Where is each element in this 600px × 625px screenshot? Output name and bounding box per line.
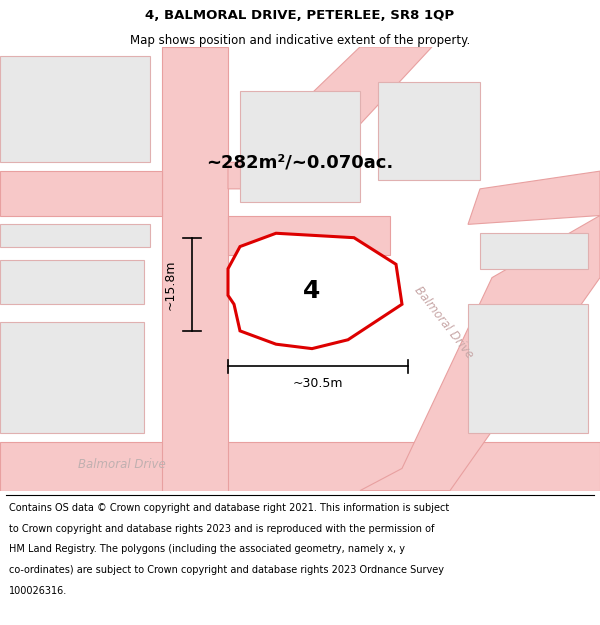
Text: ~30.5m: ~30.5m: [293, 378, 343, 391]
Text: Balmoral Drive: Balmoral Drive: [412, 283, 476, 361]
Polygon shape: [0, 322, 144, 433]
Text: ~282m²/~0.070ac.: ~282m²/~0.070ac.: [206, 153, 394, 171]
Polygon shape: [228, 47, 432, 189]
Text: 4, BALMORAL DRIVE, PETERLEE, SR8 1QP: 4, BALMORAL DRIVE, PETERLEE, SR8 1QP: [145, 9, 455, 22]
Polygon shape: [0, 224, 150, 246]
Polygon shape: [0, 171, 162, 216]
Text: ~15.8m: ~15.8m: [164, 259, 177, 309]
Polygon shape: [378, 82, 480, 180]
Text: Map shows position and indicative extent of the property.: Map shows position and indicative extent…: [130, 34, 470, 47]
Text: 100026316.: 100026316.: [9, 586, 67, 596]
Text: Contains OS data © Crown copyright and database right 2021. This information is : Contains OS data © Crown copyright and d…: [9, 503, 449, 512]
Polygon shape: [468, 171, 600, 224]
Polygon shape: [360, 216, 600, 491]
Polygon shape: [228, 233, 402, 349]
Polygon shape: [468, 304, 588, 433]
Polygon shape: [0, 442, 600, 491]
Polygon shape: [162, 47, 228, 491]
Text: to Crown copyright and database rights 2023 and is reproduced with the permissio: to Crown copyright and database rights 2…: [9, 524, 434, 534]
Text: HM Land Registry. The polygons (including the associated geometry, namely x, y: HM Land Registry. The polygons (includin…: [9, 544, 405, 554]
Polygon shape: [0, 56, 150, 162]
Text: Balmoral Drive: Balmoral Drive: [78, 458, 166, 471]
Polygon shape: [240, 91, 360, 202]
Polygon shape: [228, 216, 390, 256]
Text: co-ordinates) are subject to Crown copyright and database rights 2023 Ordnance S: co-ordinates) are subject to Crown copyr…: [9, 565, 444, 575]
Polygon shape: [0, 260, 144, 304]
Text: 4: 4: [304, 279, 320, 303]
Polygon shape: [480, 233, 588, 269]
